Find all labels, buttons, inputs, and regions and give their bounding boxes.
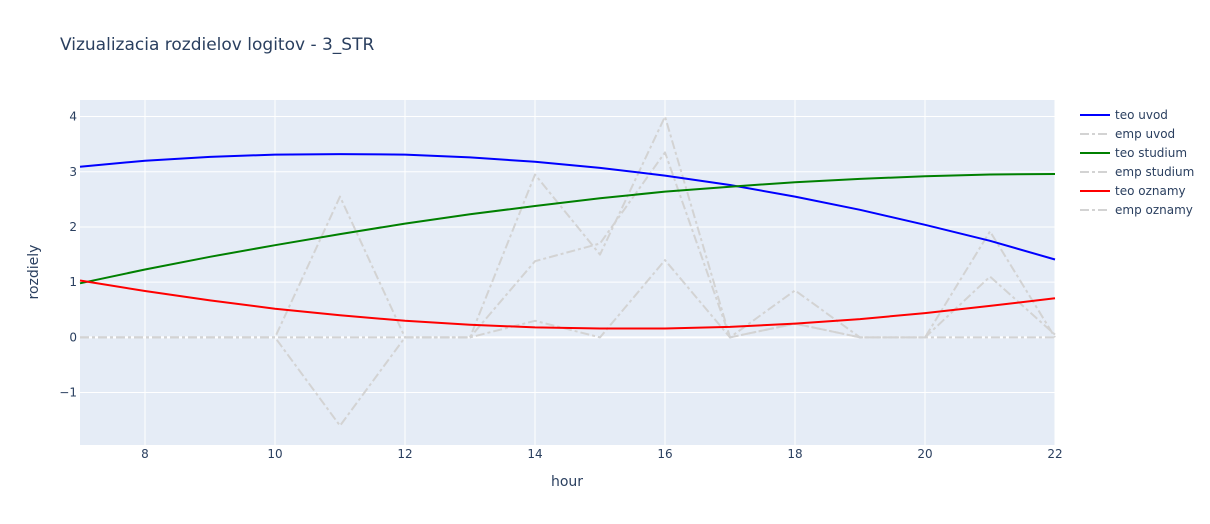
x-axis-ticks: 8 10 12 14 16 18 20 22 xyxy=(141,447,1062,461)
y-tick-label: 1 xyxy=(69,275,77,289)
legend-label: emp oznamy xyxy=(1115,203,1193,217)
y-tick-label: 3 xyxy=(69,165,77,179)
y-tick-label: 0 xyxy=(69,330,77,344)
x-tick-label: 22 xyxy=(1047,447,1062,461)
series-line-teo-uvod xyxy=(79,153,1056,261)
series-line-emp-oznamy xyxy=(80,259,1055,339)
legend-label: emp studium xyxy=(1115,165,1194,179)
legend: teo uvod emp uvod teo studium emp studium te… xyxy=(1080,108,1194,217)
series-line-teo-oznamy xyxy=(79,279,1056,330)
y-axis-title: rozdiely xyxy=(26,245,42,300)
x-tick-label: 16 xyxy=(657,447,672,461)
legend-label: teo oznamy xyxy=(1115,184,1186,198)
series-layer xyxy=(79,115,1056,427)
x-axis-title: hour xyxy=(551,474,583,490)
series-line-teo-studium xyxy=(79,173,1056,285)
x-tick-label: 14 xyxy=(527,447,542,461)
x-tick-label: 8 xyxy=(141,447,149,461)
legend-label: teo uvod xyxy=(1115,108,1168,122)
y-tick-label: 4 xyxy=(69,110,77,124)
y-tick-label: 2 xyxy=(69,220,77,234)
y-axis-ticks: −1 0 1 2 3 4 xyxy=(59,110,77,400)
x-tick-label: 10 xyxy=(267,447,282,461)
x-tick-label: 20 xyxy=(917,447,932,461)
x-tick-label: 12 xyxy=(397,447,412,461)
legend-label: teo studium xyxy=(1115,146,1187,160)
legend-label: emp uvod xyxy=(1115,127,1175,141)
x-tick-label: 18 xyxy=(787,447,802,461)
plot-area xyxy=(80,100,1055,445)
y-tick-label: −1 xyxy=(59,386,77,400)
chart-title: Vizualizacia rozdielov logitov - 3_STR xyxy=(60,35,374,55)
